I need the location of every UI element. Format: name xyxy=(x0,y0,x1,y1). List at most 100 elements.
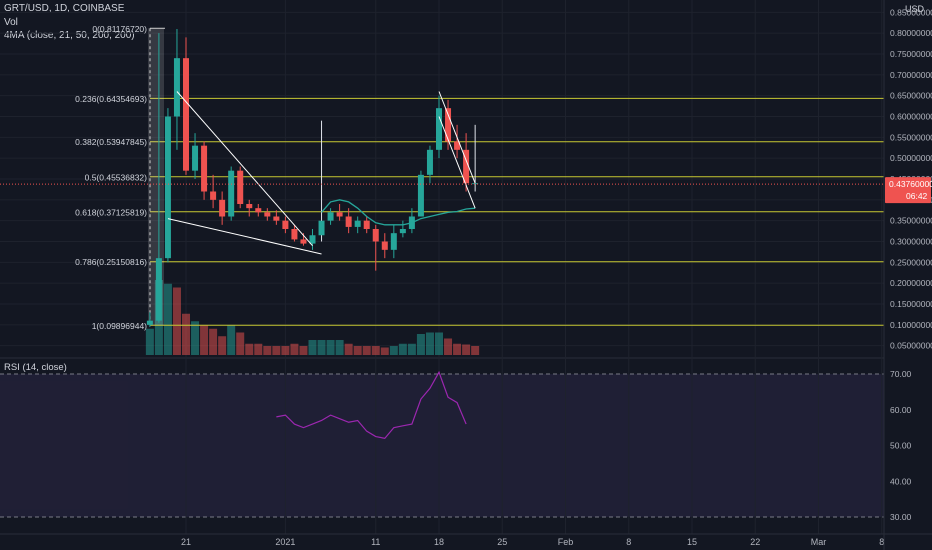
candle-body xyxy=(336,212,343,217)
candle-body xyxy=(426,149,433,175)
symbol-title[interactable]: GRT/USD, 1D, COINBASE xyxy=(4,3,125,14)
volume-bar xyxy=(163,283,172,355)
volume-bar xyxy=(218,336,227,355)
rsi-tick-label: 70.00 xyxy=(890,369,912,379)
fib-level-label: 0.786(0.25150816) xyxy=(75,257,147,267)
price-tick-label: 0.05000000 xyxy=(890,341,932,351)
candle-body xyxy=(246,204,253,209)
candle-body xyxy=(255,208,262,213)
fibonacci-retracement[interactable]: 0(0.81176720) 0.236(0.64354693) 0.382(0.53… xyxy=(75,24,884,331)
price-tick-label: 0.55000000 xyxy=(890,132,932,142)
volume-bar xyxy=(200,325,209,355)
candle-body xyxy=(399,229,406,234)
price-tick-label: 0.75000000 xyxy=(890,49,932,59)
candle-body xyxy=(192,145,199,171)
candles xyxy=(146,29,479,327)
candle-body xyxy=(318,220,325,236)
moving-average xyxy=(321,199,476,226)
price-tick-label: 0.35000000 xyxy=(890,216,932,226)
volume-bar xyxy=(290,343,299,355)
price-tick-label: 0.25000000 xyxy=(890,257,932,267)
rsi-panel: RSI (14, close) xyxy=(0,357,884,518)
candle-body xyxy=(381,241,388,250)
price-tick-label: 0.10000000 xyxy=(890,320,932,330)
volume-bar xyxy=(425,332,434,355)
candle-body xyxy=(282,220,289,229)
fib-level-label: 0.5(0.45536832) xyxy=(85,172,148,182)
volume-bar xyxy=(245,343,254,355)
volume-bar xyxy=(263,346,272,355)
rsi-label: RSI (14, close) xyxy=(4,362,67,373)
currency-label: USD xyxy=(904,4,924,14)
candle-body xyxy=(372,229,379,242)
candle-body xyxy=(237,170,244,204)
volume-bar xyxy=(182,313,190,355)
candle-body xyxy=(155,258,162,321)
time-tick-label: 2021 xyxy=(275,537,295,547)
candle-body xyxy=(436,108,442,150)
volume-bar xyxy=(299,346,308,355)
price-tick-label: 0.85000000 xyxy=(890,7,932,17)
candle-body xyxy=(300,239,307,244)
candle-body xyxy=(354,220,361,227)
grid xyxy=(0,0,884,534)
volume-bar xyxy=(227,325,236,355)
time-tick-label: 25 xyxy=(497,537,507,547)
candle-body xyxy=(210,191,217,200)
trend-line xyxy=(438,91,476,184)
ma-indicator-label[interactable]: 4MA (close, 21, 50, 200, 200) xyxy=(4,30,135,41)
price-tick-label: 0.15000000 xyxy=(890,299,932,309)
volume-bar xyxy=(145,328,154,355)
candle-body xyxy=(273,216,280,221)
last-price-label: 0.43760000 xyxy=(889,179,932,189)
candle-body xyxy=(164,116,171,259)
trend-lines[interactable] xyxy=(167,91,476,255)
candle-body xyxy=(417,174,424,217)
candle-body xyxy=(201,145,208,192)
volume-bar xyxy=(326,340,335,355)
price-tick-label: 0.20000000 xyxy=(890,278,932,288)
candle-body xyxy=(472,183,479,185)
fib-level-label: 1(0.09896944) xyxy=(92,321,147,331)
volume-bar xyxy=(398,343,407,355)
volume-bar xyxy=(371,346,380,355)
time-tick-label: 8 xyxy=(626,537,631,547)
rsi-tick-label: 30.00 xyxy=(890,512,912,522)
candle-body xyxy=(264,212,271,217)
volume-bar xyxy=(254,343,263,355)
volume-bar xyxy=(236,332,245,355)
rsi-series-line xyxy=(276,370,467,440)
trend-line xyxy=(167,218,322,255)
price-tick-label: 0.50000000 xyxy=(890,153,932,163)
time-tick-label: 22 xyxy=(750,537,760,547)
volume-bar xyxy=(308,340,317,355)
rsi-tick-label: 50.00 xyxy=(890,441,912,451)
last-price-badge xyxy=(885,177,931,204)
candle-body xyxy=(463,149,470,184)
candle-body xyxy=(183,58,189,171)
fib-level-label: 0.236(0.64354693) xyxy=(75,94,147,104)
candle-body xyxy=(363,220,370,229)
volume-bar xyxy=(191,321,200,355)
candle-body xyxy=(291,229,298,240)
volume-bar xyxy=(444,338,453,355)
trend-line xyxy=(438,116,476,209)
rsi-line xyxy=(276,370,467,440)
candle-body xyxy=(390,233,397,250)
volume-bar xyxy=(407,343,416,355)
volume-indicator-label[interactable]: Vol xyxy=(4,17,18,28)
time-tick-label: Mar xyxy=(811,537,827,547)
candle-body xyxy=(219,199,226,217)
volume-bar xyxy=(462,344,471,355)
candle-body xyxy=(309,235,316,244)
volume-bar xyxy=(435,332,443,355)
rsi-tick-label: 60.00 xyxy=(890,405,912,415)
volume-bar xyxy=(317,340,326,355)
time-tick-label: 18 xyxy=(434,537,444,547)
fib-range-shade xyxy=(148,28,164,326)
fib-level-label: 0.382(0.53947845) xyxy=(75,137,147,147)
candle-body xyxy=(173,58,180,117)
volume-bar xyxy=(272,346,281,355)
